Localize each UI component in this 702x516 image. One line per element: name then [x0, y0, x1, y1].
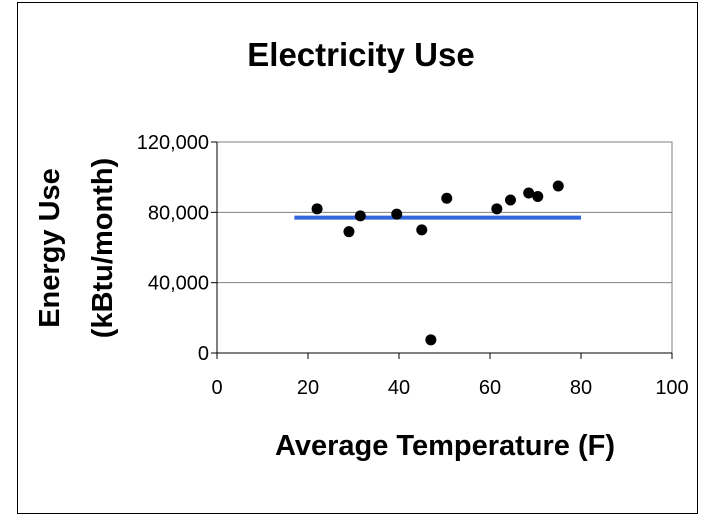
x-tick-label: 100 — [655, 377, 688, 399]
data-point — [552, 180, 564, 192]
data-point — [491, 203, 503, 215]
y-axis-title: Energy Use (kBtu/month) — [34, 158, 119, 338]
x-tick-label: 60 — [479, 377, 501, 399]
data-point — [343, 226, 355, 238]
data-point — [504, 194, 516, 206]
data-point — [523, 187, 535, 199]
data-point — [425, 334, 437, 346]
x-axis-title: Average Temperature (F) — [275, 430, 615, 462]
y-axis-title-line-2: (kBtu/month) — [87, 158, 119, 338]
x-axis: 0 20 40 60 80 100 — [211, 352, 689, 399]
x-tick-label: 40 — [388, 377, 410, 399]
data-point — [354, 210, 366, 222]
x-tick-label: 80 — [570, 377, 592, 399]
data-point — [391, 208, 403, 220]
data-point — [441, 192, 453, 204]
y-axis-title-line-1: Energy Use — [34, 168, 66, 328]
data-point — [311, 203, 323, 215]
y-tick-label: 0 — [198, 343, 209, 365]
x-tick-label: 0 — [211, 377, 222, 399]
data-point — [416, 224, 428, 236]
y-tick-label: 80,000 — [148, 202, 209, 224]
y-tick-label: 40,000 — [148, 273, 209, 295]
plot-border — [216, 141, 673, 354]
plot-area — [216, 141, 673, 354]
x-tick-label: 20 — [297, 377, 319, 399]
data-points — [311, 180, 564, 346]
chart-title: Electricity Use — [247, 36, 474, 73]
gridlines — [217, 211, 672, 284]
y-tick-label: 120,000 — [137, 132, 209, 154]
y-axis: 0 40,000 80,000 120,000 — [137, 132, 218, 365]
data-point — [532, 191, 544, 203]
